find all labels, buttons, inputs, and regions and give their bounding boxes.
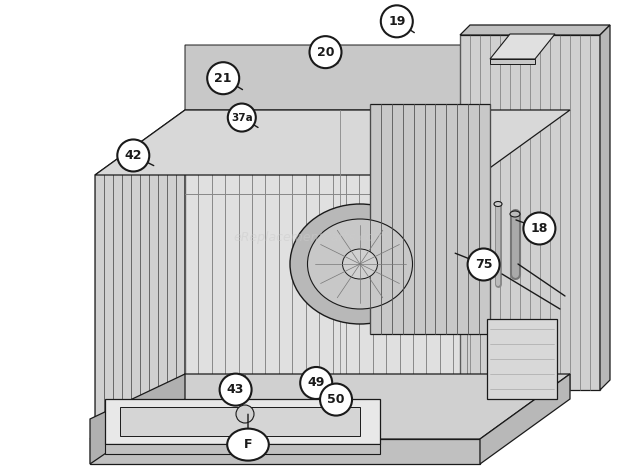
Polygon shape [90,374,185,464]
Polygon shape [600,25,610,390]
Ellipse shape [227,428,269,461]
Ellipse shape [207,62,239,94]
Polygon shape [490,34,555,59]
Ellipse shape [309,36,342,68]
Polygon shape [105,444,380,454]
Text: 75: 75 [475,258,492,271]
Ellipse shape [219,374,252,406]
Polygon shape [480,374,570,464]
Text: 42: 42 [125,149,142,162]
Polygon shape [90,439,480,464]
Ellipse shape [320,383,352,416]
Ellipse shape [236,405,254,423]
Polygon shape [370,104,490,334]
Text: 21: 21 [215,72,232,85]
Polygon shape [95,110,185,455]
Polygon shape [490,59,535,64]
Ellipse shape [342,249,378,279]
Ellipse shape [117,139,149,172]
Ellipse shape [510,211,520,217]
Ellipse shape [523,212,556,245]
Text: 37a: 37a [231,112,253,123]
Text: F: F [244,438,252,451]
Ellipse shape [300,367,332,399]
Text: 20: 20 [317,46,334,59]
Polygon shape [185,110,480,390]
Text: 50: 50 [327,393,345,406]
Ellipse shape [381,5,413,37]
Text: eReplacementParts.com: eReplacementParts.com [234,230,386,244]
Polygon shape [487,319,557,399]
Ellipse shape [467,248,500,281]
Text: 49: 49 [308,376,325,390]
Polygon shape [95,110,570,175]
Ellipse shape [290,204,430,324]
Polygon shape [185,45,570,110]
Text: 18: 18 [531,222,548,235]
Ellipse shape [308,219,412,309]
Polygon shape [90,374,570,439]
Polygon shape [460,25,610,35]
Text: 19: 19 [388,15,405,28]
Polygon shape [105,399,380,444]
Ellipse shape [494,201,502,207]
Text: 43: 43 [227,383,244,396]
Polygon shape [120,407,360,436]
Polygon shape [480,60,570,390]
Ellipse shape [228,103,256,132]
Polygon shape [460,35,600,390]
